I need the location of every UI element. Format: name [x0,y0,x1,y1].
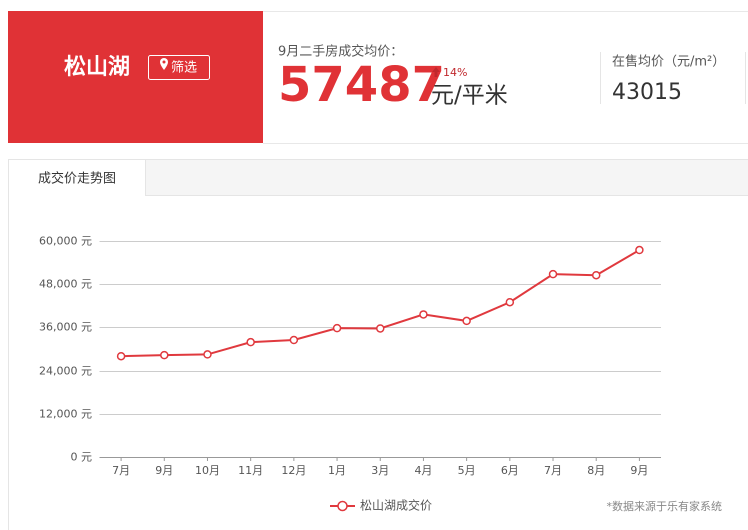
x-tick-label: 6月 [501,464,519,477]
x-tick-label: 12月 [281,464,306,477]
data-point [289,335,299,345]
price-change: 14% [443,66,467,79]
data-point [203,350,212,359]
data-point [635,245,644,255]
x-tick-label: 3月 [371,464,389,477]
price-unit: 元/平米 [431,83,508,109]
y-tick-label: 60,000 元 [39,235,92,248]
x-tick-label: 9月 [155,464,173,477]
data-point [332,323,342,333]
y-tick-label: 24,000 元 [39,365,92,378]
data-point [116,351,126,361]
x-tick-label: 7月 [112,464,130,477]
x-tick-label: 9月 [630,464,648,477]
listing-price: 43015 [612,80,682,105]
x-tick-label: 11月 [238,464,263,477]
x-tick-label: 7月 [544,464,562,477]
line-chart: 0 元 12,000 元 24,000 元 36,000 元 48,000 元 60,00… [39,235,661,513]
data-point [376,324,385,333]
chart-panel [8,159,748,530]
data-point [419,310,428,319]
y-tick-label: 0 元 [71,451,93,464]
x-tick-label: 4月 [414,464,432,477]
footnote: *数据来源于乐有家系统 [607,499,723,513]
filter-button[interactable]: 筛选 [148,55,210,80]
up-arrow [432,67,440,77]
data-point [548,269,558,279]
data-point [462,316,471,326]
data-point [591,270,601,280]
price-caption: 9月二手房成交均价： [278,44,403,60]
district-panel [8,11,263,143]
x-tick-label: 5月 [458,464,476,477]
district-name: 松山湖 [64,55,130,80]
tab-label[interactable]: 成交价走势图 [38,171,116,187]
tab[interactable] [9,160,145,196]
legend-label: 松山湖成交价 [360,498,432,513]
x-tick-label: 1月 [328,464,346,477]
data-point [160,350,169,360]
legend-marker [337,500,348,512]
y-tick-label: 36,000 元 [39,321,92,334]
filter-label[interactable]: 筛选 [171,61,197,76]
price: 57487 [278,57,445,113]
x-tick-label: 10月 [195,464,220,477]
y-tick-label: 48,000 元 [39,278,92,291]
data-point [505,297,515,307]
listing-caption: 在售均价（元/m²） [612,54,725,70]
x-tick-label: 8月 [587,464,605,477]
data-point [246,337,255,347]
y-tick-label: 12,000 元 [39,408,92,421]
